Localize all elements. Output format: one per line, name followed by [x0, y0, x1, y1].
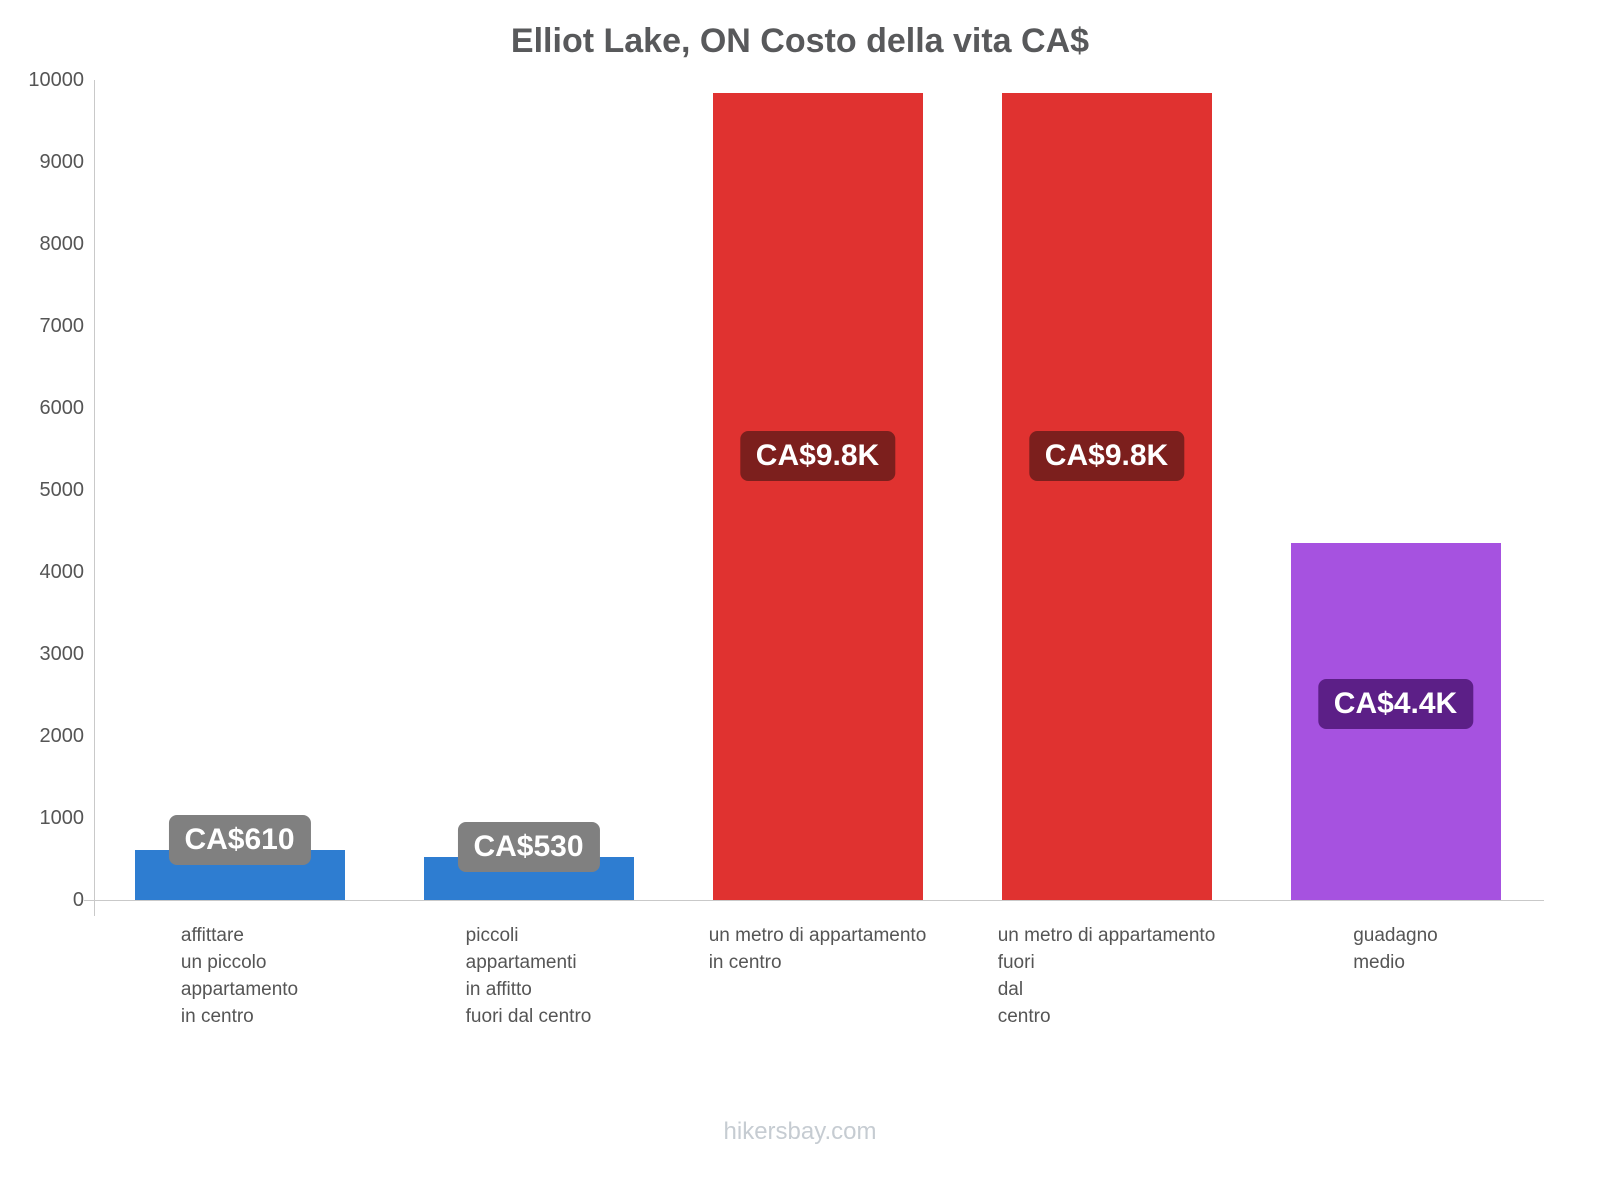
y-axis-tick-label: 3000 — [39, 643, 85, 665]
bar-value-label: CA$9.8K — [1028, 431, 1185, 482]
y-axis-tick-label: 9000 — [39, 151, 85, 173]
x-axis-category-label: un metro di appartamento fuori dal centr… — [997, 925, 1216, 1027]
y-axis-tick-label: 4000 — [39, 561, 85, 583]
x-axis-category: affittare un piccolo appartamento in cen… — [95, 922, 384, 1030]
y-axis-tick-label: 2000 — [39, 725, 85, 747]
x-axis-category-label: un metro di appartamento in centro — [708, 925, 927, 973]
x-axis-category-label: guadagno medio — [1353, 925, 1438, 973]
x-axis-category-label: piccoli appartamenti in affitto fuori da… — [465, 925, 592, 1027]
y-axis-tick-label: 5000 — [39, 479, 85, 501]
bar-4[interactable] — [1001, 93, 1212, 900]
y-axis-tick-label: 10000 — [28, 69, 84, 91]
x-axis-category: guadagno medio — [1251, 922, 1540, 976]
x-axis-category: un metro di appartamento fuori dal centr… — [962, 922, 1251, 1030]
y-axis-tick-label: 7000 — [39, 315, 85, 337]
x-axis-line — [84, 900, 1544, 901]
watermark-text: hikersbay.com — [723, 1118, 877, 1145]
bar-3[interactable] — [712, 93, 923, 900]
y-axis-line — [94, 80, 95, 916]
y-axis-tick-label: 8000 — [39, 233, 85, 255]
bar-value-label: CA$9.8K — [739, 431, 896, 482]
x-axis-category: un metro di appartamento in centro — [673, 922, 962, 976]
y-axis-tick-label: 0 — [72, 889, 84, 911]
y-axis-tick-label: 1000 — [39, 807, 85, 829]
bar-value-label: CA$610 — [168, 815, 311, 865]
x-axis-category: piccoli appartamenti in affitto fuori da… — [384, 922, 673, 1030]
x-axis-category-label: affittare un piccolo appartamento in cen… — [180, 925, 299, 1027]
y-axis-tick-label: 6000 — [39, 397, 85, 419]
bar-value-label: CA$530 — [457, 822, 600, 872]
chart-title: Elliot Lake, ON Costo della vita CA$ — [510, 22, 1090, 60]
bar-value-label: CA$4.4K — [1317, 678, 1474, 729]
